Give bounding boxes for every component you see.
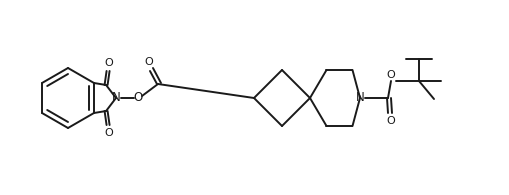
Text: N: N [111,91,120,105]
Text: N: N [355,91,363,105]
Text: O: O [386,70,394,80]
Text: O: O [145,57,153,67]
Text: O: O [104,128,113,138]
Text: O: O [386,116,394,126]
Text: O: O [104,58,113,68]
Text: O: O [133,91,143,105]
